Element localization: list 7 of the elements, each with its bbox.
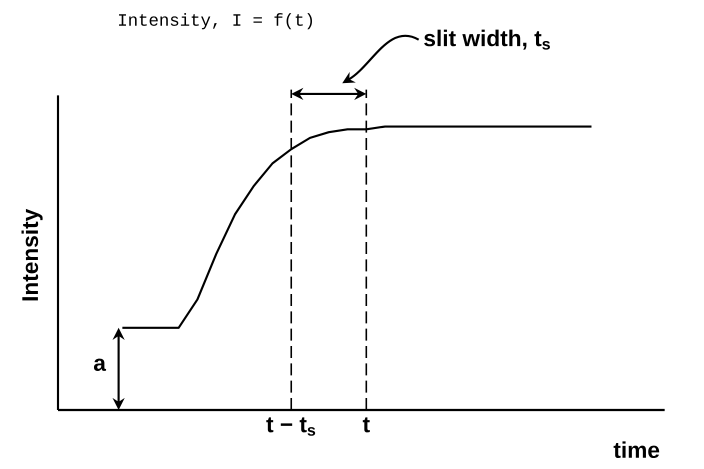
text: a <box>94 358 106 371</box>
x-tick-label: t <box>362 417 370 432</box>
text: slit width, t$_{s}$ <box>424 30 550 50</box>
x-axis-title: time <box>614 441 660 458</box>
x-tick-label: t − t$_{s}$ <box>266 417 316 436</box>
chart-title: Intensity, I = f(t) <box>119 13 312 30</box>
y-axis-title: Intensity <box>22 208 43 300</box>
